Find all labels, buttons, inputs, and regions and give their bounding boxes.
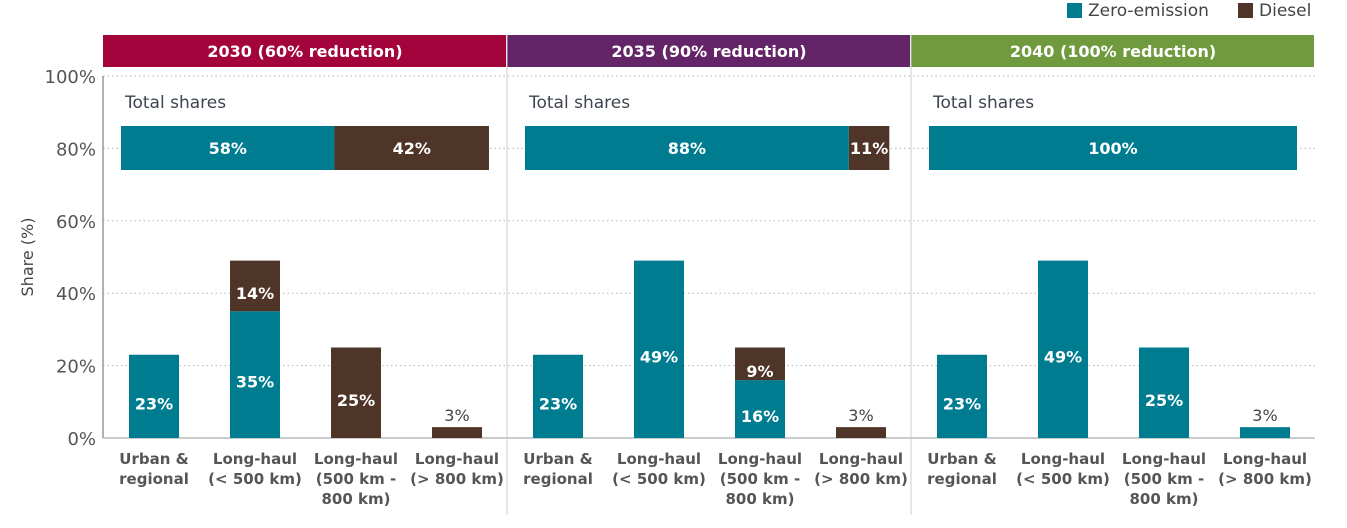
y-tick-label: 40% <box>56 284 96 305</box>
panel-title: 2035 (90% reduction) <box>611 42 806 61</box>
x-category-label: Urban & <box>927 450 996 468</box>
x-category-label: Long-haul <box>718 450 802 468</box>
bar-zero-emission <box>937 354 987 438</box>
bar-zero-emission <box>533 354 583 438</box>
x-category-label: Long-haul <box>617 450 701 468</box>
x-category-label: 800 km) <box>726 490 795 508</box>
x-category-label: (> 800 km) <box>814 470 908 488</box>
y-tick-label: 0% <box>67 429 96 450</box>
bar-value-label: 16% <box>741 407 779 426</box>
x-category-label: (500 km - <box>1124 470 1204 488</box>
panel-title: 2040 (100% reduction) <box>1010 42 1216 61</box>
total-bar-label: 42% <box>393 139 431 158</box>
bar-value-label: 49% <box>1044 347 1082 366</box>
bar-value-label: 3% <box>444 406 469 425</box>
x-category-label: Long-haul <box>314 450 398 468</box>
x-category-label: Long-haul <box>1122 450 1206 468</box>
x-category-label: Long-haul <box>213 450 297 468</box>
x-category-label: Long-haul <box>819 450 903 468</box>
bar-value-label: 25% <box>1145 391 1183 410</box>
bar-diesel <box>432 427 482 438</box>
total-bar-label: 11% <box>850 139 888 158</box>
total-shares-label: Total shares <box>932 93 1034 113</box>
bar-diesel <box>836 427 886 438</box>
bar-value-label: 23% <box>943 394 981 413</box>
panel-header <box>103 35 506 67</box>
x-category-label: regional <box>927 470 997 488</box>
x-category-label: (500 km - <box>720 470 800 488</box>
bar-zero-emission <box>735 380 785 438</box>
total-bar-label: 88% <box>668 139 706 158</box>
x-category-label: Urban & <box>523 450 592 468</box>
x-category-label: 800 km) <box>322 490 391 508</box>
x-category-label: (< 500 km) <box>208 470 302 488</box>
bar-value-label: 3% <box>1252 406 1277 425</box>
bar-value-label: 9% <box>746 362 773 381</box>
total-bar-zero-emission <box>929 126 1297 170</box>
x-category-label: (< 500 km) <box>612 470 706 488</box>
y-tick-label: 100% <box>45 67 96 88</box>
y-axis-title: Share (%) <box>18 218 37 297</box>
bar-value-label: 49% <box>640 347 678 366</box>
total-bar-label: 100% <box>1088 139 1137 158</box>
legend-swatch-zero-emission <box>1067 3 1082 18</box>
panel-header <box>507 35 910 67</box>
legend-swatch-diesel <box>1238 3 1253 18</box>
bar-value-label: 23% <box>539 394 577 413</box>
x-category-label: (> 800 km) <box>1218 470 1312 488</box>
x-category-label: (500 km - <box>316 470 396 488</box>
total-bar-diesel <box>848 126 890 170</box>
x-category-label: regional <box>523 470 593 488</box>
total-bar-label: 58% <box>209 139 247 158</box>
bar-value-label: 14% <box>236 284 274 303</box>
bar-value-label: 23% <box>135 394 173 413</box>
x-category-label: Long-haul <box>1021 450 1105 468</box>
bar-value-label: 25% <box>337 391 375 410</box>
bar-diesel <box>735 347 785 381</box>
legend-label: Diesel <box>1259 1 1311 21</box>
bar-diesel <box>331 347 381 438</box>
x-category-label: Long-haul <box>1223 450 1307 468</box>
x-category-label: Urban & <box>119 450 188 468</box>
x-category-label: regional <box>119 470 189 488</box>
panel-title: 2030 (60% reduction) <box>207 42 402 61</box>
total-bar-zero-emission <box>525 126 849 170</box>
total-bar-zero-emission <box>121 126 335 170</box>
total-shares-label: Total shares <box>124 93 226 113</box>
panel-header <box>911 35 1314 67</box>
bar-value-label: 35% <box>236 373 274 392</box>
bar-zero-emission <box>129 354 179 438</box>
y-tick-label: 80% <box>56 139 96 160</box>
y-tick-label: 20% <box>56 357 96 378</box>
bar-zero-emission <box>1139 347 1189 438</box>
x-category-label: Long-haul <box>415 450 499 468</box>
x-category-label: 800 km) <box>1130 490 1199 508</box>
total-bar-diesel <box>334 126 489 170</box>
bar-zero-emission <box>1240 427 1290 438</box>
legend-label: Zero-emission <box>1088 1 1209 21</box>
total-shares-label: Total shares <box>528 93 630 113</box>
x-category-label: (< 500 km) <box>1016 470 1110 488</box>
bar-zero-emission <box>1038 260 1088 438</box>
bar-zero-emission <box>230 311 280 438</box>
x-category-label: (> 800 km) <box>410 470 504 488</box>
bar-value-label: 3% <box>848 406 873 425</box>
bar-diesel <box>230 260 280 312</box>
y-tick-label: 60% <box>56 212 96 233</box>
bar-zero-emission <box>634 260 684 438</box>
